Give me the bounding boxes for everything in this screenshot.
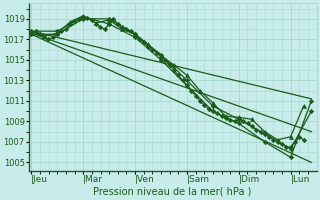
X-axis label: Pression niveau de la mer( hPa ): Pression niveau de la mer( hPa ): [93, 187, 252, 197]
